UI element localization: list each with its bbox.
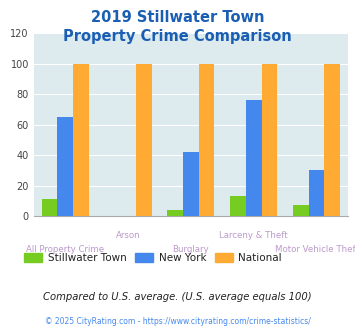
Bar	[136, 63, 152, 216]
Bar	[167, 210, 183, 216]
Bar	[183, 152, 199, 216]
Bar	[230, 196, 246, 216]
Bar	[262, 63, 277, 216]
Bar	[199, 63, 214, 216]
Bar	[246, 100, 262, 216]
Bar	[293, 206, 308, 216]
Text: Arson: Arson	[116, 231, 140, 240]
Text: Larceny & Theft: Larceny & Theft	[219, 231, 288, 240]
Bar	[324, 63, 340, 216]
Legend: Stillwater Town, New York, National: Stillwater Town, New York, National	[20, 249, 286, 267]
Text: All Property Crime: All Property Crime	[26, 246, 104, 254]
Bar	[73, 63, 89, 216]
Text: Motor Vehicle Theft: Motor Vehicle Theft	[274, 246, 355, 254]
Text: 2019 Stillwater Town
Property Crime Comparison: 2019 Stillwater Town Property Crime Comp…	[63, 10, 292, 44]
Bar	[42, 199, 57, 216]
Bar	[308, 170, 324, 216]
Text: Burglary: Burglary	[173, 246, 209, 254]
Text: Compared to U.S. average. (U.S. average equals 100): Compared to U.S. average. (U.S. average …	[43, 292, 312, 302]
Bar	[57, 117, 73, 216]
Text: © 2025 CityRating.com - https://www.cityrating.com/crime-statistics/: © 2025 CityRating.com - https://www.city…	[45, 317, 310, 326]
